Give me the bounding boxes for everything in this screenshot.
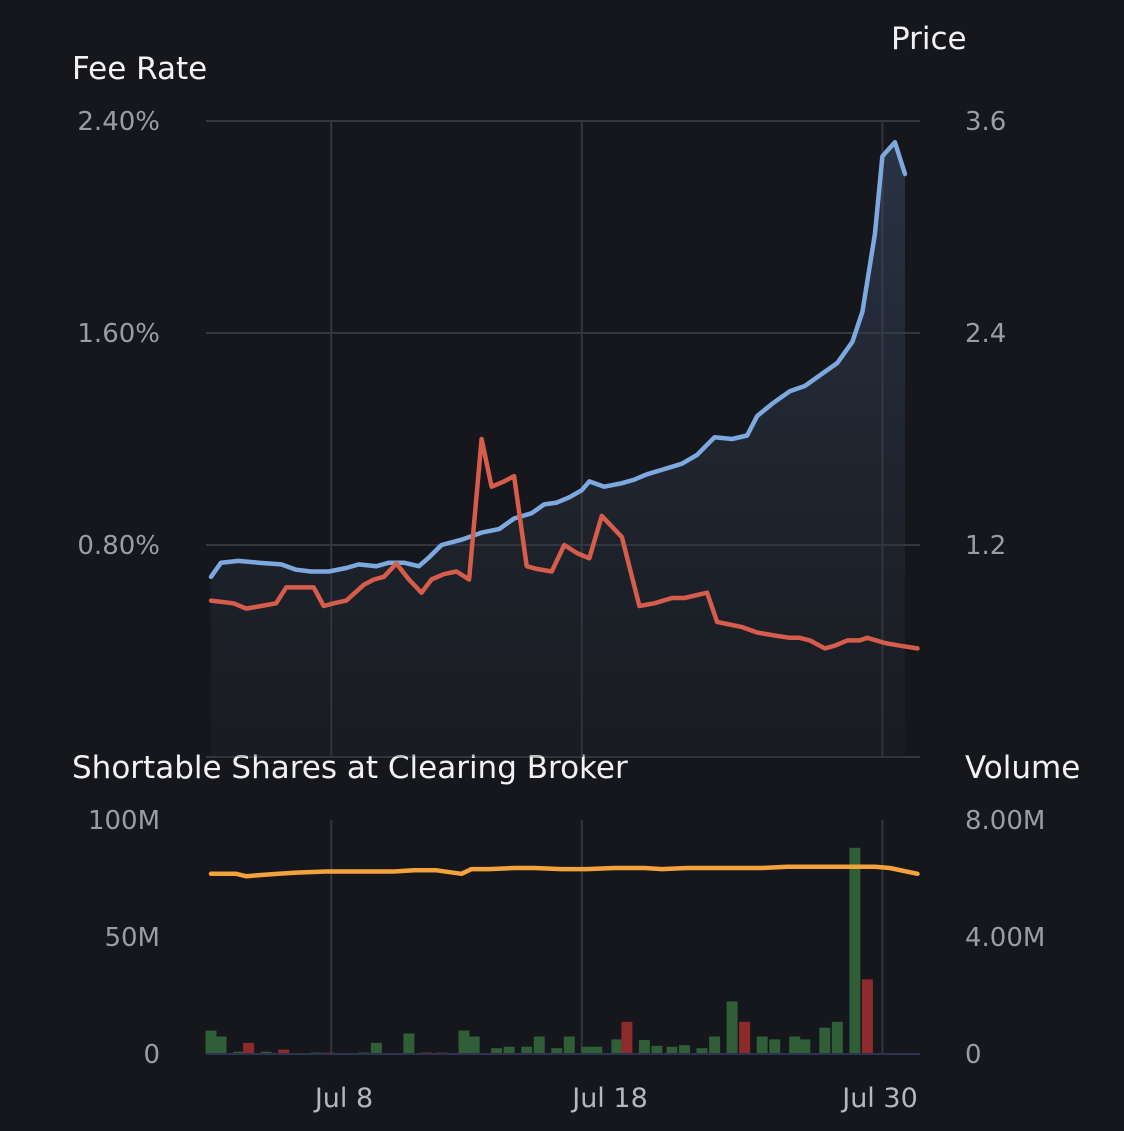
volume-bar [696,1048,708,1054]
volume-bar [651,1045,663,1054]
volume-bar [756,1036,768,1054]
volume-bar [215,1036,227,1054]
x-tick: Jul 18 [570,1083,648,1114]
volume-tick: 0 [965,1040,982,1070]
volume-bar [491,1048,503,1054]
fee-rate-tick: 2.40% [77,107,160,137]
top-plot-area [208,139,920,757]
volume-bar [709,1036,721,1054]
volume-bar [260,1051,272,1054]
volume-bar [503,1046,515,1054]
volume-bar [769,1039,781,1054]
fee-rate-tick: 1.60% [77,319,160,349]
volume-bar [611,1039,623,1054]
volume-bar [726,1001,738,1054]
price-axis-title: Price [891,21,967,57]
volume-bar [468,1036,480,1054]
price-tick: 2.4 [965,319,1006,349]
volume-bar [849,847,861,1054]
price-tick: 1.2 [965,531,1006,561]
volume-bar [638,1040,650,1054]
fee-rate-line [208,436,920,651]
volume-bar [403,1033,415,1054]
shortable-shares-tick: 0 [143,1040,160,1070]
volume-bar [789,1036,801,1054]
volume-bar [521,1046,533,1054]
shortable-shares-tick: 100M [88,806,160,836]
volume-bar [458,1030,470,1054]
volume-bar [621,1021,633,1054]
volume-bar [581,1046,593,1054]
price-area-fill [211,142,905,757]
volume-bar [739,1021,751,1054]
volume-bar [666,1046,678,1054]
volume-bar [533,1036,545,1054]
volume-tick: 4.00M [965,923,1045,953]
volume-bar [278,1049,290,1054]
volume-bar [233,1051,245,1054]
shortable-shares-line [208,864,920,879]
volume-bar [563,1036,575,1054]
bottom-plot-area [205,847,920,1055]
price-tick: 3.6 [965,107,1006,137]
volume-bar [205,1030,217,1054]
shortable-shares-tick: 50M [104,923,160,953]
volume-tick: 8.00M [965,806,1045,836]
volume-bar [799,1039,811,1054]
price-line [208,139,908,580]
volume-bar [370,1042,382,1054]
volume-bar [591,1046,603,1054]
volume-axis-title: Volume [965,750,1080,786]
volume-bar [861,979,873,1054]
x-tick: Jul 30 [840,1083,918,1114]
x-tick: Jul 8 [313,1083,373,1114]
fee-rate-tick: 0.80% [77,531,160,561]
volume-bar [679,1045,690,1054]
volume-bar [819,1027,831,1054]
volume-bar [831,1021,843,1054]
volume-bar [243,1042,255,1054]
fee-rate-axis-title: Fee Rate [72,51,207,87]
volume-bar [551,1048,563,1054]
